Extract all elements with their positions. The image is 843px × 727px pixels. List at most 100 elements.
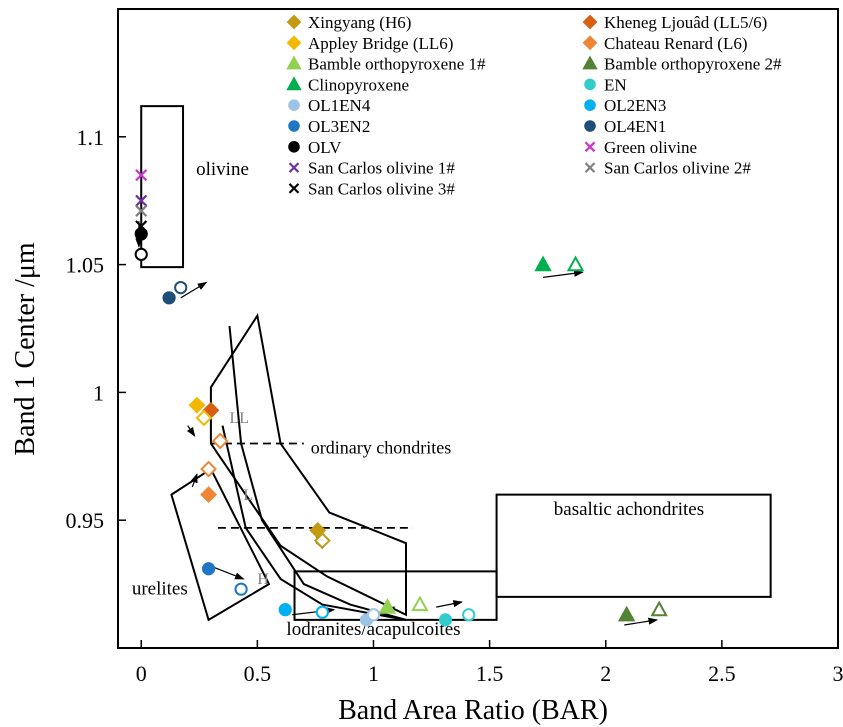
chondrite-curve xyxy=(228,325,407,621)
data-point xyxy=(278,603,292,617)
data-point xyxy=(313,532,331,550)
legend-label: San Carlos olivine 3# xyxy=(308,179,455,198)
legend-label: Bamble orthopyroxene 1# xyxy=(308,55,486,74)
annotation-label: ordinary chondrites xyxy=(311,438,451,458)
legend-marker xyxy=(582,55,598,70)
region-outline xyxy=(209,313,407,617)
arrows-layer xyxy=(135,221,659,626)
legend-marker xyxy=(288,183,300,194)
legend: Xingyang (H6) Kheneg Ljouâd (LL5/6) Appley… xyxy=(286,13,782,198)
legend-marker xyxy=(584,99,596,111)
data-point xyxy=(211,432,229,450)
legend-label: EN xyxy=(604,75,627,94)
legend-marker xyxy=(286,55,302,70)
annotation-label: LL xyxy=(229,410,249,427)
data-point xyxy=(534,255,552,272)
legend-marker xyxy=(288,141,300,153)
region-outline xyxy=(140,105,185,269)
region-label: olivine xyxy=(196,159,249,180)
data-point xyxy=(378,598,397,614)
x-tick-label: 3 xyxy=(833,661,843,686)
data-point xyxy=(366,608,381,622)
legend-marker xyxy=(288,99,300,111)
legend-marker xyxy=(286,76,302,91)
data-point-stroke xyxy=(135,204,148,217)
chondrite-curve xyxy=(221,425,407,621)
legend-item: OL3EN2 xyxy=(288,117,370,136)
legend-label: Xingyang (H6) xyxy=(308,13,411,32)
legend-item: San Carlos olivine 1# xyxy=(288,159,455,178)
shift-arrow xyxy=(436,600,463,608)
data-point xyxy=(462,608,476,622)
region-outline xyxy=(495,493,772,598)
legend-marker xyxy=(582,14,598,30)
region-label: lodranites/acapulcoites xyxy=(286,619,460,640)
legend-item: OL1EN4 xyxy=(288,96,371,115)
legend-label: OL3EN2 xyxy=(308,117,370,136)
legend-marker xyxy=(288,162,300,173)
data-point-stroke xyxy=(135,220,148,233)
data-point xyxy=(135,220,148,233)
data-point xyxy=(162,291,176,305)
x-tick-label: 1 xyxy=(368,661,379,686)
data-point xyxy=(650,600,668,617)
data-point xyxy=(195,409,213,427)
shift-arrow xyxy=(180,281,208,299)
data-point xyxy=(411,595,429,612)
legend-label: Clinopyroxene xyxy=(308,75,409,94)
y-tick-label: 1.05 xyxy=(66,253,105,278)
y-tick-label: 1.1 xyxy=(77,125,105,150)
annotation-label: L xyxy=(243,487,253,504)
x-tick-label: 1.5 xyxy=(476,661,504,686)
region-label: urelites xyxy=(132,578,188,599)
legend-marker-stroke xyxy=(584,162,596,173)
data-point-stroke xyxy=(135,194,148,207)
legend-item: OL4EN1 xyxy=(584,117,666,136)
region-outline xyxy=(170,467,271,622)
legend-marker xyxy=(288,120,300,132)
data-point xyxy=(135,194,148,207)
legend-item: Chateau Renard (L6) xyxy=(582,34,748,53)
y-tick-label: 0.95 xyxy=(66,508,105,533)
data-point xyxy=(135,169,148,182)
points-layer xyxy=(134,169,668,627)
legend-item: Kheneg Ljouâd (LL5/6) xyxy=(582,13,767,32)
data-point xyxy=(201,562,216,576)
data-point xyxy=(188,396,206,414)
data-point xyxy=(135,204,148,217)
x-axis-label: Band Area Ratio (BAR) xyxy=(338,695,608,726)
lines-layer xyxy=(210,325,413,621)
x-tick-label: 0 xyxy=(136,661,147,686)
data-point xyxy=(617,605,636,622)
x-tick-label: 2.5 xyxy=(708,661,736,686)
shift-arrow xyxy=(542,269,584,278)
shift-arrow xyxy=(186,425,196,437)
legend-item: OLV xyxy=(288,138,342,157)
legend-marker xyxy=(584,162,596,173)
data-point xyxy=(234,582,248,596)
data-point xyxy=(134,227,148,241)
data-point xyxy=(438,613,453,627)
data-point xyxy=(134,247,148,261)
shift-arrow xyxy=(190,473,198,488)
legend-marker xyxy=(582,35,598,51)
legend-label: OL1EN4 xyxy=(308,96,371,115)
plot-frame xyxy=(117,8,839,649)
legend-item: Clinopyroxene xyxy=(286,75,409,94)
legend-label: OLV xyxy=(308,138,342,157)
legend-item: Bamble orthopyroxene 1# xyxy=(286,55,486,74)
axes-layer: 0 0.5 1 1.5 2 2.5 3 0.95 1 1.05 1.1 xyxy=(66,8,843,686)
x-tick-label: 0.5 xyxy=(244,661,272,686)
legend-item: OL2EN3 xyxy=(584,96,666,115)
legend-label: San Carlos olivine 2# xyxy=(604,159,751,178)
x-tick-label: 2 xyxy=(600,661,611,686)
legend-label: OL2EN3 xyxy=(604,96,666,115)
legend-item: Appley Bridge (LL6) xyxy=(286,34,453,53)
legend-item: EN xyxy=(584,75,627,94)
data-point-stroke xyxy=(135,169,148,182)
legend-item: Bamble orthopyroxene 2# xyxy=(582,55,782,74)
legend-label: Appley Bridge (LL6) xyxy=(308,34,453,53)
legend-marker-stroke xyxy=(288,183,300,194)
legend-marker-stroke xyxy=(584,141,596,153)
